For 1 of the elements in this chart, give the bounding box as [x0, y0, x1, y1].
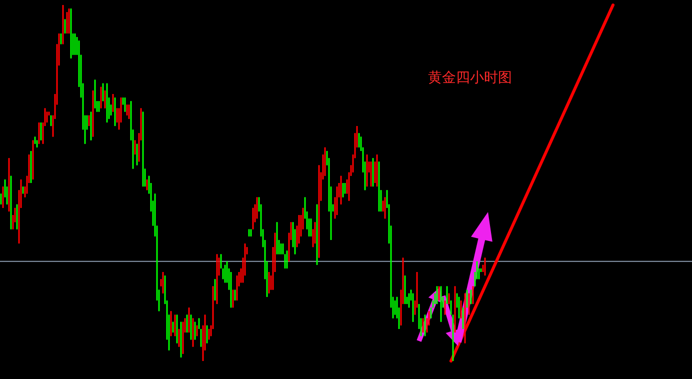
annotation: 黄金四小时图 — [428, 70, 512, 86]
